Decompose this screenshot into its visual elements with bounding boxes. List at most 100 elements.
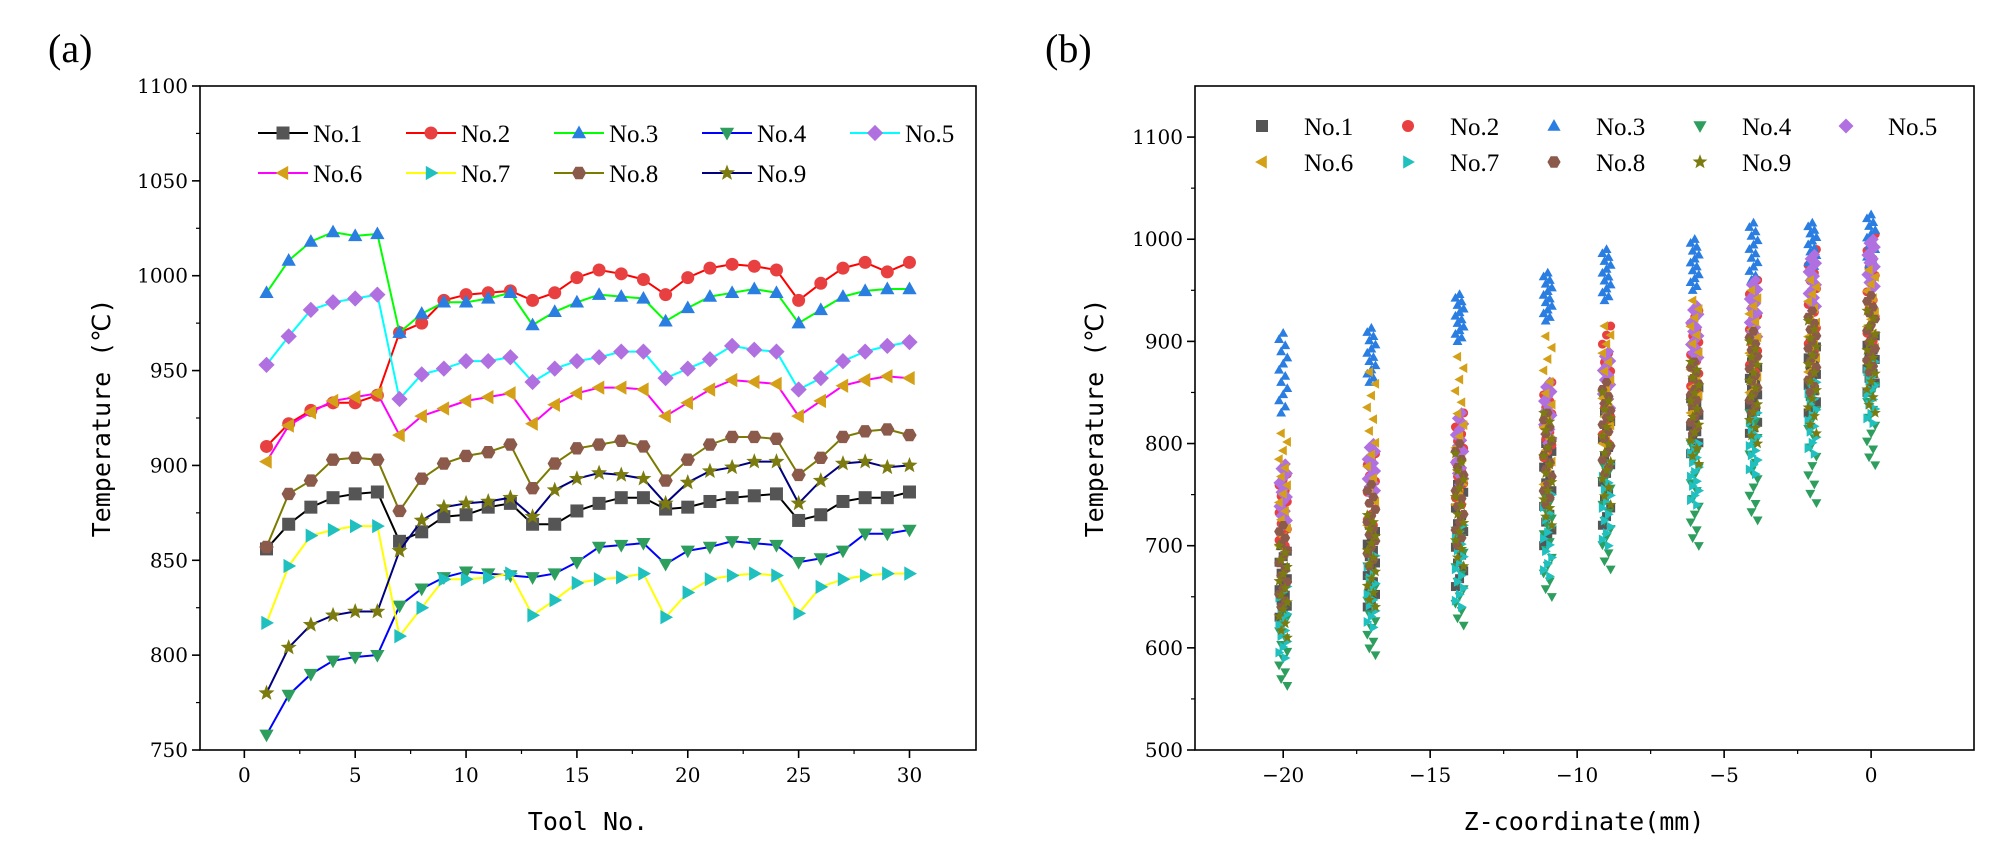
data-point [281,418,294,433]
data-point [1544,527,1553,538]
data-point [1744,244,1755,253]
data-point [702,289,718,302]
data-point [1597,348,1607,359]
data-point [704,572,718,587]
data-point [502,349,519,366]
panel-b-x-tick-label: 0 [1865,763,1878,787]
data-point [1861,383,1873,395]
data-point [1367,516,1379,527]
data-point [1538,493,1550,505]
data-point [1598,403,1611,415]
data-point [1868,445,1879,455]
legend-label: No.5 [1888,114,1937,141]
data-point [1370,617,1381,626]
legend-label: No.2 [461,121,510,148]
data-point [1687,534,1698,544]
data-point [1693,304,1703,315]
panel-a-series-No.7 [261,518,917,644]
legend-marker [719,127,735,141]
data-point [835,378,849,393]
data-point [370,226,385,240]
panel-a-x-axis-title: Tool No. [528,807,648,836]
panel-b-legend: No.1 No.2 No.3 No.4 No.5 No.6 No.7 No.8 No.9 [1255,114,1937,177]
data-point [901,333,918,351]
data-point [1693,347,1703,358]
data-point [1811,232,1822,241]
data-point [282,517,296,531]
data-point [460,572,474,587]
data-point [1540,331,1550,342]
data-point [681,500,695,514]
data-point [1808,410,1820,421]
data-point [1370,651,1381,661]
legend-marker [1693,121,1707,133]
data-point [458,494,475,511]
data-point [325,453,341,466]
data-point [836,261,850,275]
data-point [571,575,585,591]
data-point [1751,469,1761,480]
data-point [458,449,474,463]
data-point [1752,235,1763,245]
data-point [1454,289,1465,298]
data-point [1867,391,1879,402]
data-point [1863,359,1875,371]
data-point [1456,456,1468,468]
data-point [347,290,364,307]
data-point [1458,363,1468,374]
data-point [326,491,340,505]
data-point [1862,437,1872,447]
data-point [1458,303,1469,313]
legend-marker [571,166,587,180]
data-point [1451,551,1464,563]
data-point [1804,443,1814,454]
data-point [1364,644,1375,654]
data-point [1449,447,1462,459]
data-point [526,293,540,307]
data-point [325,224,341,238]
data-point [1454,431,1464,442]
legend-label: No.8 [1596,150,1645,177]
legend-marker [424,126,438,140]
data-point [1544,312,1555,321]
data-point [1807,289,1816,300]
data-point [1546,432,1558,444]
data-point [1803,296,1812,307]
data-point [1600,484,1610,495]
data-point [1368,352,1379,361]
data-point [1605,477,1614,488]
data-point [259,454,272,469]
data-point [1275,589,1287,600]
data-point [1867,352,1879,363]
data-point [591,380,605,395]
data-point [502,489,519,505]
data-point [1605,412,1617,424]
data-point [369,286,386,303]
data-point [590,349,608,366]
data-point [815,579,829,594]
data-point [1870,224,1881,234]
data-point [1603,252,1614,261]
data-point [638,566,651,581]
data-point [1275,471,1285,482]
data-point [614,434,629,447]
legend-entry: No.4 [1693,114,1792,141]
data-point [370,649,385,663]
data-point [369,603,386,619]
data-point [1808,437,1818,448]
data-point [1458,509,1469,519]
data-point [350,518,363,534]
data-point [302,301,319,318]
data-point [1805,275,1814,286]
data-point [1870,271,1879,282]
data-point [679,360,696,377]
data-point [1276,377,1287,386]
data-point [1605,279,1616,289]
legend-entry: No.2 [406,121,510,148]
data-point [636,538,651,551]
data-point [1689,510,1700,520]
data-point [370,485,384,499]
data-point [592,263,606,277]
panel-a-series-No.3 [259,224,917,338]
data-point [1449,534,1462,545]
